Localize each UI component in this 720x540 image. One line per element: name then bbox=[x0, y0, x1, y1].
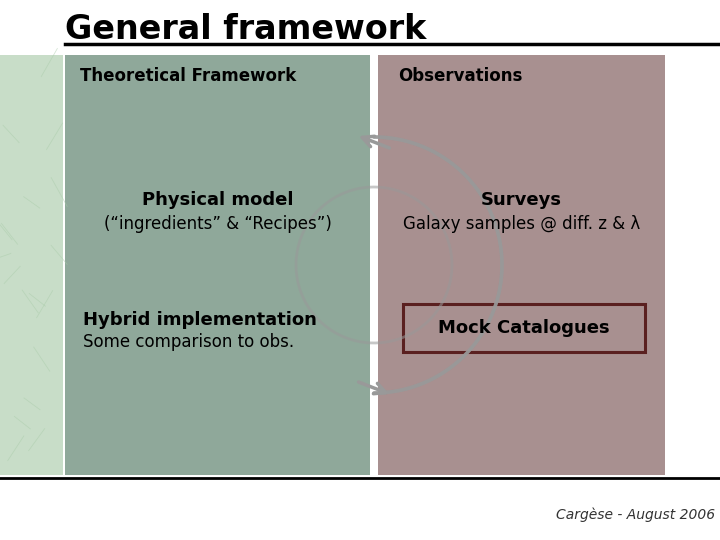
Text: Observations: Observations bbox=[398, 67, 523, 85]
Bar bbox=[370, 55, 378, 475]
Bar bbox=[0, 55, 63, 475]
Text: Some comparison to obs.: Some comparison to obs. bbox=[83, 333, 294, 351]
Bar bbox=[65, 55, 370, 475]
Text: Surveys: Surveys bbox=[481, 191, 562, 209]
Text: Galaxy samples @ diff. z & λ: Galaxy samples @ diff. z & λ bbox=[403, 215, 640, 233]
Text: Hybrid implementation: Hybrid implementation bbox=[83, 311, 317, 329]
Text: Physical model: Physical model bbox=[142, 191, 293, 209]
Text: Mock Catalogues: Mock Catalogues bbox=[438, 319, 610, 337]
Text: General framework: General framework bbox=[65, 13, 426, 46]
Text: Theoretical Framework: Theoretical Framework bbox=[80, 67, 296, 85]
Bar bbox=[403, 304, 645, 352]
Bar bbox=[378, 55, 665, 475]
Text: (“ingredients” & “Recipes”): (“ingredients” & “Recipes”) bbox=[104, 215, 331, 233]
Text: Cargèse - August 2006: Cargèse - August 2006 bbox=[556, 508, 715, 522]
